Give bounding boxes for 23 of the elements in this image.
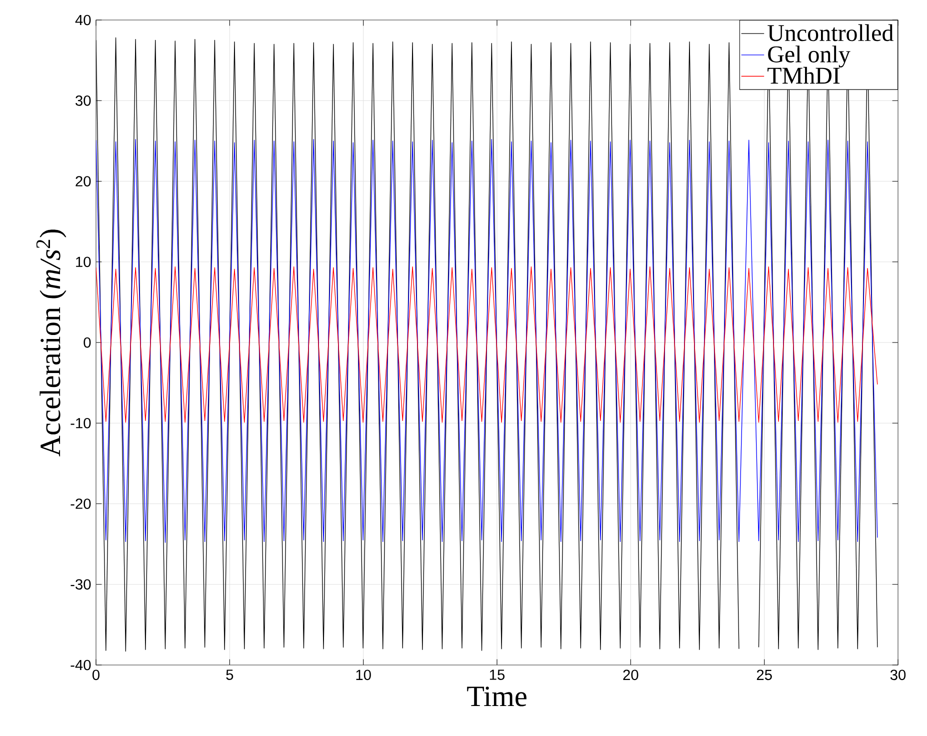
y-tick-label: 0 — [84, 337, 91, 348]
legend-label: Gel only — [768, 46, 850, 68]
x-tick-label: 5 — [226, 670, 234, 680]
x-tick-label: 25 — [756, 670, 772, 680]
y-tick-label: -40 — [70, 660, 91, 670]
x-tick-label: 0 — [92, 670, 100, 680]
x-tick-label: 30 — [890, 670, 906, 680]
line-series — [96, 138, 878, 543]
y-tick-label: 20 — [76, 176, 91, 186]
y-axis-title: Acceleration (m/s$^{2}$) — [36, 230, 66, 456]
y-tick-label: -20 — [70, 498, 91, 509]
y-tick-label: -10 — [70, 418, 91, 428]
x-axis-title: Time — [467, 686, 526, 706]
y-tick-label: -30 — [70, 579, 91, 590]
y-tick-label: 10 — [76, 256, 91, 268]
legend-label: Uncontrolled — [768, 24, 894, 42]
x-tick-label: 10 — [356, 670, 371, 680]
legend-label: TMhDI — [768, 66, 840, 84]
y-tick-label: 30 — [76, 95, 91, 106]
line-series — [96, 266, 878, 423]
x-tick-label: 15 — [490, 670, 505, 680]
y-tick-label: 40 — [75, 14, 91, 26]
x-tick-label: 20 — [623, 670, 638, 680]
